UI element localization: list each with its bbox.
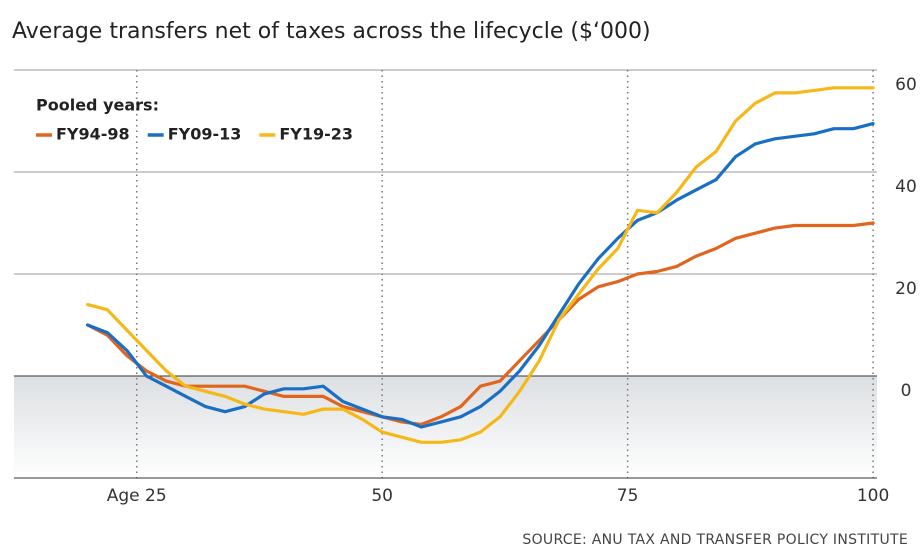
legend-title: Pooled years: — [36, 96, 159, 115]
y-tick-label: 0 — [901, 381, 912, 401]
legend-label: FY09-13 — [168, 125, 242, 144]
negative-shade — [14, 376, 877, 478]
chart-title: Average transfers net of taxes across th… — [12, 19, 651, 44]
line-series — [86, 221, 875, 426]
legend-label: FY19-23 — [279, 125, 353, 144]
y-tick-label: 60 — [895, 75, 917, 95]
x-tick-label: 100 — [857, 486, 889, 506]
source: SOURCE: ANU TAX AND TRANSFER POLICY INST… — [522, 532, 908, 548]
x-tick-label: 75 — [617, 486, 639, 506]
y-tick-label: 40 — [895, 177, 917, 197]
x-tick-label: Age 25 — [107, 486, 167, 506]
legend-label: FY94-98 — [56, 125, 130, 144]
y-tick-label: 20 — [895, 279, 917, 299]
x-tick-label: 50 — [371, 486, 393, 506]
line-series — [86, 122, 875, 429]
line-series — [86, 86, 875, 444]
